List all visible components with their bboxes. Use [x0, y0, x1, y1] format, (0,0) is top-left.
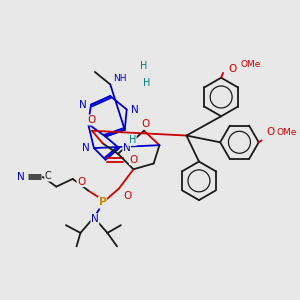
Text: N: N	[91, 214, 99, 224]
Text: OMe: OMe	[240, 60, 261, 69]
Text: O: O	[87, 115, 95, 125]
Text: NH: NH	[113, 74, 127, 82]
Text: C: C	[45, 171, 52, 181]
Text: N: N	[123, 143, 130, 153]
Text: O: O	[77, 177, 85, 187]
Text: N: N	[17, 172, 25, 182]
Text: OMe: OMe	[276, 128, 296, 137]
Text: H: H	[129, 135, 136, 146]
Text: O: O	[142, 119, 150, 129]
Text: O: O	[266, 128, 275, 137]
Text: H: H	[140, 61, 148, 71]
Text: N: N	[80, 100, 87, 110]
Text: O: O	[130, 154, 138, 165]
Text: O: O	[229, 64, 237, 74]
Text: N: N	[130, 104, 138, 115]
Text: O: O	[124, 191, 132, 201]
Text: N: N	[82, 143, 90, 153]
Text: H: H	[143, 79, 151, 88]
Text: P: P	[98, 197, 107, 207]
